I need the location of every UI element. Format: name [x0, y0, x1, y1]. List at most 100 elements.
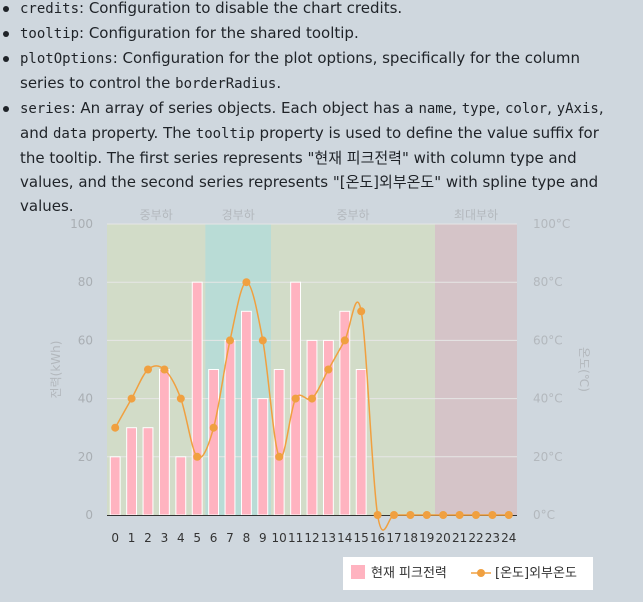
code-credits: credits	[20, 1, 80, 17]
y-tick-label-right: 60°C	[533, 333, 563, 347]
y-tick-label-left: 40	[78, 392, 93, 406]
plot-band	[107, 224, 206, 515]
x-tick-label: 5	[193, 531, 201, 545]
item-text: property. The	[86, 124, 196, 142]
spline-point	[144, 365, 152, 374]
spline-point	[340, 336, 349, 345]
x-tick-label: 10	[272, 531, 287, 545]
x-tick-label: 4	[177, 531, 185, 545]
column-bar	[175, 456, 187, 516]
x-tick-label: 2	[144, 531, 152, 545]
spline-point	[291, 394, 300, 403]
y-tick-label-left: 80	[78, 275, 93, 289]
spline-point	[176, 394, 185, 403]
code-yaxis: yAxis	[556, 101, 599, 117]
spline-point	[160, 365, 169, 374]
spline-point	[439, 511, 448, 519]
column-bar	[191, 281, 203, 516]
column-bar	[126, 427, 138, 516]
item-text: ,	[547, 99, 557, 117]
spline-point	[406, 511, 415, 519]
code-series: series	[20, 101, 71, 117]
x-tick-label: 1	[128, 531, 136, 545]
y-tick-label-left: 100	[70, 217, 93, 231]
code-color: color	[504, 101, 548, 117]
spline-point	[242, 278, 251, 287]
item-text: , and	[20, 99, 604, 142]
chart-container: 중부하 경부하 중부하 최대부하 0 20 40 60 80 100 0°C 20°C 40°C 60°C…	[0, 196, 643, 598]
x-tick-label: 18	[403, 531, 418, 545]
combo-chart: 중부하 경부하 중부하 최대부하0204060801000°C20°C40°C60°C…	[49, 208, 593, 590]
y-tick-label-right: 40°C	[533, 392, 563, 406]
column-bar	[109, 456, 121, 516]
item-text: ,	[495, 99, 505, 117]
code-name: name	[418, 101, 453, 117]
y-tick-label-right: 0°C	[533, 508, 555, 522]
code-tooltip: tooltip	[20, 26, 80, 42]
spline-point	[193, 452, 202, 461]
list-item: plotOptions: Configuration for the plot …	[0, 46, 643, 96]
column-bar	[158, 369, 170, 516]
bullet-icon	[3, 56, 9, 62]
column-bar	[142, 427, 154, 516]
y-tick-label-right: 20°C	[533, 450, 563, 464]
bullet-icon	[3, 106, 9, 112]
spline-point	[209, 423, 218, 432]
legend: 현재 피크전력 [온도]외부온도	[343, 557, 593, 590]
x-tick-label: 7	[226, 531, 234, 545]
x-tick-label: 8	[243, 531, 251, 545]
item-text: property is used to define the value suf…	[20, 124, 599, 215]
item-text: : An array of series objects. Each objec…	[70, 99, 419, 117]
y-tick-label-right: 100°C	[533, 217, 570, 231]
spline-point	[373, 511, 382, 519]
x-tick-label: 16	[370, 531, 385, 545]
x-tick-label: 9	[259, 531, 267, 545]
spline-point	[504, 511, 513, 519]
spline-point	[275, 452, 284, 461]
spline-point	[488, 511, 497, 519]
y-axis-title-left: 전력(kWh)	[49, 341, 63, 399]
spline-point	[472, 511, 480, 519]
x-tick-label: 21	[452, 531, 467, 545]
x-tick-label: 14	[337, 531, 352, 545]
plot-band-label: 경부하	[222, 208, 255, 222]
list-item: tooltip: Configuration for the shared to…	[0, 21, 643, 46]
legend-spline-marker	[477, 569, 485, 577]
spline-point	[390, 511, 398, 519]
spline-point	[226, 336, 234, 345]
code-borderradius: borderRadius	[175, 76, 277, 92]
plot-band-label: 최대부하	[454, 208, 498, 222]
x-tick-label: 13	[321, 531, 336, 545]
x-tick-label: 20	[436, 531, 451, 545]
spline-point	[357, 307, 366, 316]
x-tick-label: 22	[468, 531, 483, 545]
spline-point	[258, 336, 267, 345]
x-tick-label: 19	[419, 531, 434, 545]
list-item: series: An array of series objects. Each…	[0, 96, 643, 218]
item-text: : Configuration for the shared tooltip.	[79, 24, 359, 42]
code-data: data	[53, 126, 87, 142]
plot-band-label: 중부하	[336, 208, 369, 222]
plot-band-label: 중부하	[140, 208, 173, 222]
legend-label-spline: [온도]외부온도	[495, 566, 577, 581]
column-bar	[355, 369, 367, 516]
list-item: credits: Configuration to disable the ch…	[0, 0, 643, 21]
x-tick-label: 17	[386, 531, 401, 545]
bullet-icon	[3, 6, 9, 12]
x-tick-label: 11	[288, 531, 303, 545]
spline-point	[127, 394, 136, 403]
y-tick-label-left: 0	[85, 508, 93, 522]
y-axis-title-right: 온도(℃)	[577, 347, 591, 392]
column-bar	[208, 369, 220, 516]
plot-band	[435, 224, 517, 515]
spline-point	[308, 394, 316, 403]
y-tick-label-left: 20	[78, 450, 93, 464]
spline-point	[422, 511, 431, 519]
documentation-text: credits: Configuration to disable the ch…	[0, 0, 643, 215]
x-tick-label: 0	[111, 531, 119, 545]
spline-point	[111, 423, 120, 432]
column-bar	[306, 339, 318, 516]
x-tick-label: 24	[501, 531, 516, 545]
legend-label-column: 현재 피크전력	[371, 566, 447, 581]
y-tick-label-right: 80°C	[533, 275, 563, 289]
